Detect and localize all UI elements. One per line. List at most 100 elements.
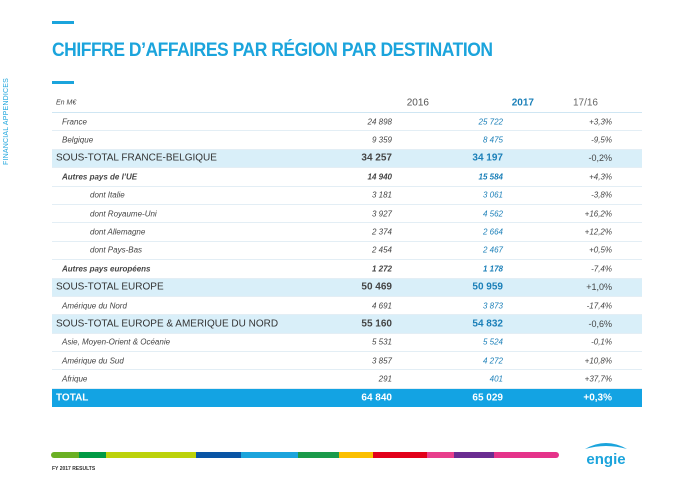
table-row: Afrique 291 401 +37,7% [52, 370, 642, 389]
header-2016: 2016 [406, 97, 429, 108]
subtotal-row: SOUS-TOTAL EUROPE & AMERIQUE DU NORD 55 1… [52, 315, 642, 334]
value-2017: 3 873 [482, 301, 503, 311]
value-2016: 24 898 [367, 117, 392, 127]
value-2016: 64 840 [361, 392, 392, 404]
row-label: dont Allemagne [90, 227, 146, 237]
table-row: dont Pays-Bas 2 454 2 467 +0,5% [52, 242, 642, 261]
svg-text:engie: engie [586, 451, 625, 468]
page-title: CHIFFRE D’AFFAIRES PAR RÉGION PAR DESTIN… [52, 40, 493, 61]
section-accent-dash [52, 81, 74, 84]
unit-label: En M€ [56, 99, 77, 106]
value-2017: 65 029 [472, 392, 503, 404]
variation: -17,4% [586, 301, 612, 311]
variation: +3,3% [589, 117, 612, 127]
variation: +0,3% [583, 392, 612, 404]
table-row: Belgique 9 359 8 475 -9,5% [52, 131, 642, 150]
row-label: TOTAL [56, 392, 89, 404]
table-row: Amérique du Sud 3 857 4 272 +10,8% [52, 352, 642, 371]
row-label: Autres pays européens [62, 264, 151, 274]
header-variation: 17/16 [572, 97, 598, 108]
color-bar-segment [494, 452, 559, 458]
color-bar-segment [106, 452, 196, 458]
variation: +16,2% [584, 209, 612, 219]
title-accent-dash [52, 21, 74, 24]
subtotal-row: SOUS-TOTAL FRANCE-BELGIQUE 34 257 34 197 -0… [52, 149, 642, 169]
color-bar-segment [51, 452, 79, 458]
row-label: dont Italie [90, 190, 125, 200]
variation: +10,8% [584, 356, 612, 366]
value-2017: 4 272 [482, 356, 503, 366]
value-2017: 34 197 [472, 152, 503, 164]
value-2016: 3 927 [371, 209, 392, 219]
value-2016: 14 940 [367, 172, 392, 182]
value-2017: 3 061 [482, 190, 503, 200]
table-row: dont Royaume-Uni 3 927 4 562 +16,2% [52, 205, 642, 224]
row-label: France [62, 117, 87, 127]
value-2017: 50 959 [472, 281, 503, 293]
value-2017: 401 [489, 374, 503, 384]
row-label: dont Royaume-Uni [90, 209, 157, 219]
color-bar-segment [196, 452, 241, 458]
value-2016: 4 691 [371, 301, 392, 311]
table-row: Amérique du Nord 4 691 3 873 -17,4% [52, 297, 642, 316]
row-label: dont Pays-Bas [90, 245, 143, 255]
color-bar-segment [454, 452, 494, 458]
table-row: dont Allemagne 2 374 2 664 +12,2% [52, 223, 642, 242]
row-label: SOUS-TOTAL EUROPE & AMERIQUE DU NORD [56, 318, 279, 330]
row-label: Amérique du Sud [62, 356, 124, 366]
value-2017: 1 178 [482, 264, 503, 274]
color-bar-segment [298, 452, 339, 458]
value-2017: 4 562 [482, 209, 503, 219]
color-bar-segment [339, 452, 373, 458]
variation: +1,0% [586, 282, 612, 293]
row-label: Belgique [62, 135, 94, 145]
header-2017: 2017 [511, 97, 534, 108]
variation: +12,2% [584, 227, 612, 237]
variation: -0,2% [588, 153, 612, 164]
color-bar-segment [427, 452, 454, 458]
value-2017: 54 832 [472, 318, 503, 330]
table-row: dont Italie 3 181 3 061 -3,8% [52, 187, 642, 205]
value-2016: 55 160 [361, 318, 392, 330]
value-2017: 5 524 [482, 337, 503, 347]
variation: -0,6% [588, 318, 612, 329]
value-2017: 15 584 [478, 172, 503, 182]
color-bar-segment [79, 452, 106, 458]
table-row: France 24 898 25 722 +3,3% [52, 113, 642, 132]
engie-logo: engie [585, 443, 627, 468]
table-row: Autres pays européens 1 272 1 178 -7,4% [52, 260, 642, 279]
value-2016: 5 531 [371, 337, 392, 347]
brand-color-bar [51, 452, 559, 458]
value-2016: 291 [378, 374, 392, 384]
variation: +37,7% [584, 374, 612, 384]
revenue-table: En M€ 2016 2017 17/16 France 24 898 25 722… [52, 93, 642, 408]
value-2017: 25 722 [478, 117, 503, 127]
variation: -7,4% [591, 264, 612, 274]
row-label: Amérique du Nord [62, 301, 127, 311]
value-2017: 2 664 [482, 227, 503, 237]
footer-label: FY 2017 RESULTS [52, 466, 96, 472]
color-bar-segment [373, 452, 427, 458]
total-row: TOTAL 64 840 65 029 +0,3% [52, 388, 642, 408]
row-label: Afrique [62, 374, 88, 384]
variation: -9,5% [591, 135, 612, 145]
value-2016: 2 454 [371, 245, 392, 255]
row-label: Autres pays de l’UE [62, 172, 138, 182]
value-2016: 34 257 [361, 152, 392, 164]
value-2016: 3 181 [371, 190, 392, 200]
value-2016: 2 374 [371, 227, 392, 237]
table-header: En M€ 2016 2017 17/16 [52, 93, 642, 113]
variation: +0,5% [589, 245, 612, 255]
variation: -3,8% [591, 190, 612, 200]
value-2016: 3 857 [371, 356, 392, 366]
subtotal-row: SOUS-TOTAL EUROPE 50 469 50 959 +1,0% [52, 278, 642, 297]
table-row: Autres pays de l’UE 14 940 15 584 +4,3% [52, 168, 642, 187]
value-2016: 50 469 [361, 281, 392, 293]
value-2016: 9 359 [371, 135, 392, 145]
value-2016: 1 272 [371, 264, 392, 274]
row-label: SOUS-TOTAL EUROPE [56, 281, 164, 293]
variation: -0,1% [591, 337, 612, 347]
color-bar-segment [241, 452, 298, 458]
row-label: Asie, Moyen-Orient & Océanie [62, 337, 171, 347]
row-label: SOUS-TOTAL FRANCE-BELGIQUE [56, 152, 217, 164]
